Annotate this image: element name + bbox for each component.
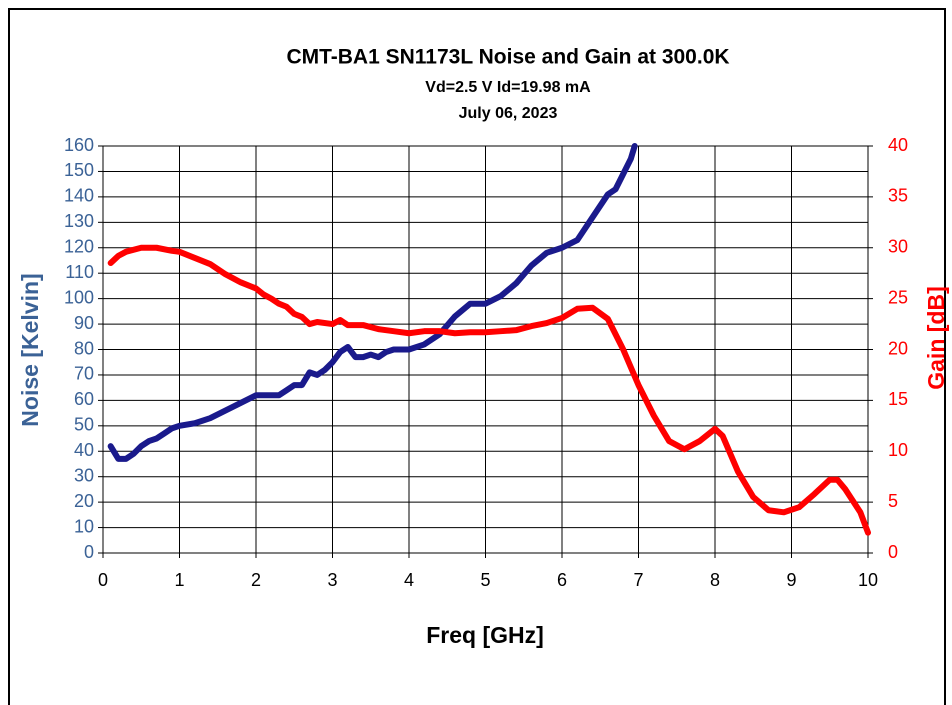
y-tick-label: 140 (64, 186, 94, 206)
y-tick-label: 20 (74, 491, 94, 511)
x-tick-label: 0 (98, 570, 108, 590)
chart-subtitle: Vd=2.5 V Id=19.98 mA (425, 79, 591, 96)
y-tick-label: 30 (74, 465, 94, 485)
y-tick-label: 150 (64, 160, 94, 180)
y-tick-label: 80 (74, 338, 94, 358)
y-axis-label: Noise [Kelvin] (17, 273, 43, 426)
y2-tick-label: 35 (888, 186, 908, 206)
y-tick-label: 70 (74, 364, 94, 384)
y-tick-label: 60 (74, 389, 94, 409)
y2-tick-label: 0 (888, 542, 898, 562)
x-tick-label: 7 (633, 570, 643, 590)
y-tick-label: 100 (64, 287, 94, 307)
x-tick-label: 6 (557, 570, 567, 590)
x-tick-label: 5 (480, 570, 490, 590)
chart-date: July 06, 2023 (459, 105, 558, 122)
x-tick-label: 2 (251, 570, 261, 590)
plot-area (102, 145, 869, 554)
y2-tick-label: 30 (888, 237, 908, 257)
x-tick-label: 1 (174, 570, 184, 590)
x-tick-label: 9 (786, 570, 796, 590)
x-axis-label: Freq [GHz] (426, 622, 544, 648)
y-tick-label: 120 (64, 237, 94, 257)
chart-title: CMT-BA1 SN1173L Noise and Gain at 300.0K (286, 46, 729, 69)
x-tick-label: 10 (858, 570, 878, 590)
series-line (107, 244, 871, 536)
y2-tick-label: 40 (888, 135, 908, 155)
y-tick-label: 130 (64, 211, 94, 231)
x-tick-label: 3 (327, 570, 337, 590)
y2-tick-label: 25 (888, 287, 908, 307)
frame (8, 8, 946, 705)
y-tick-label: 50 (74, 415, 94, 435)
y2-axis-label: Gain [dB] (923, 286, 949, 390)
y-tick-label: 110 (65, 262, 94, 282)
y-tick-label: 10 (74, 516, 94, 536)
y2-tick-label: 20 (888, 338, 908, 358)
x-tick-label: 8 (710, 570, 720, 590)
y-tick-label: 90 (74, 313, 94, 333)
y-tick-label: 0 (84, 542, 94, 562)
y-tick-label: 40 (74, 440, 94, 460)
y2-tick-label: 15 (888, 389, 908, 409)
y2-tick-label: 10 (888, 440, 908, 460)
x-tick-label: 4 (404, 570, 414, 590)
y-tick-label: 160 (64, 135, 94, 155)
y2-tick-label: 5 (888, 491, 898, 511)
series-line (107, 143, 638, 462)
